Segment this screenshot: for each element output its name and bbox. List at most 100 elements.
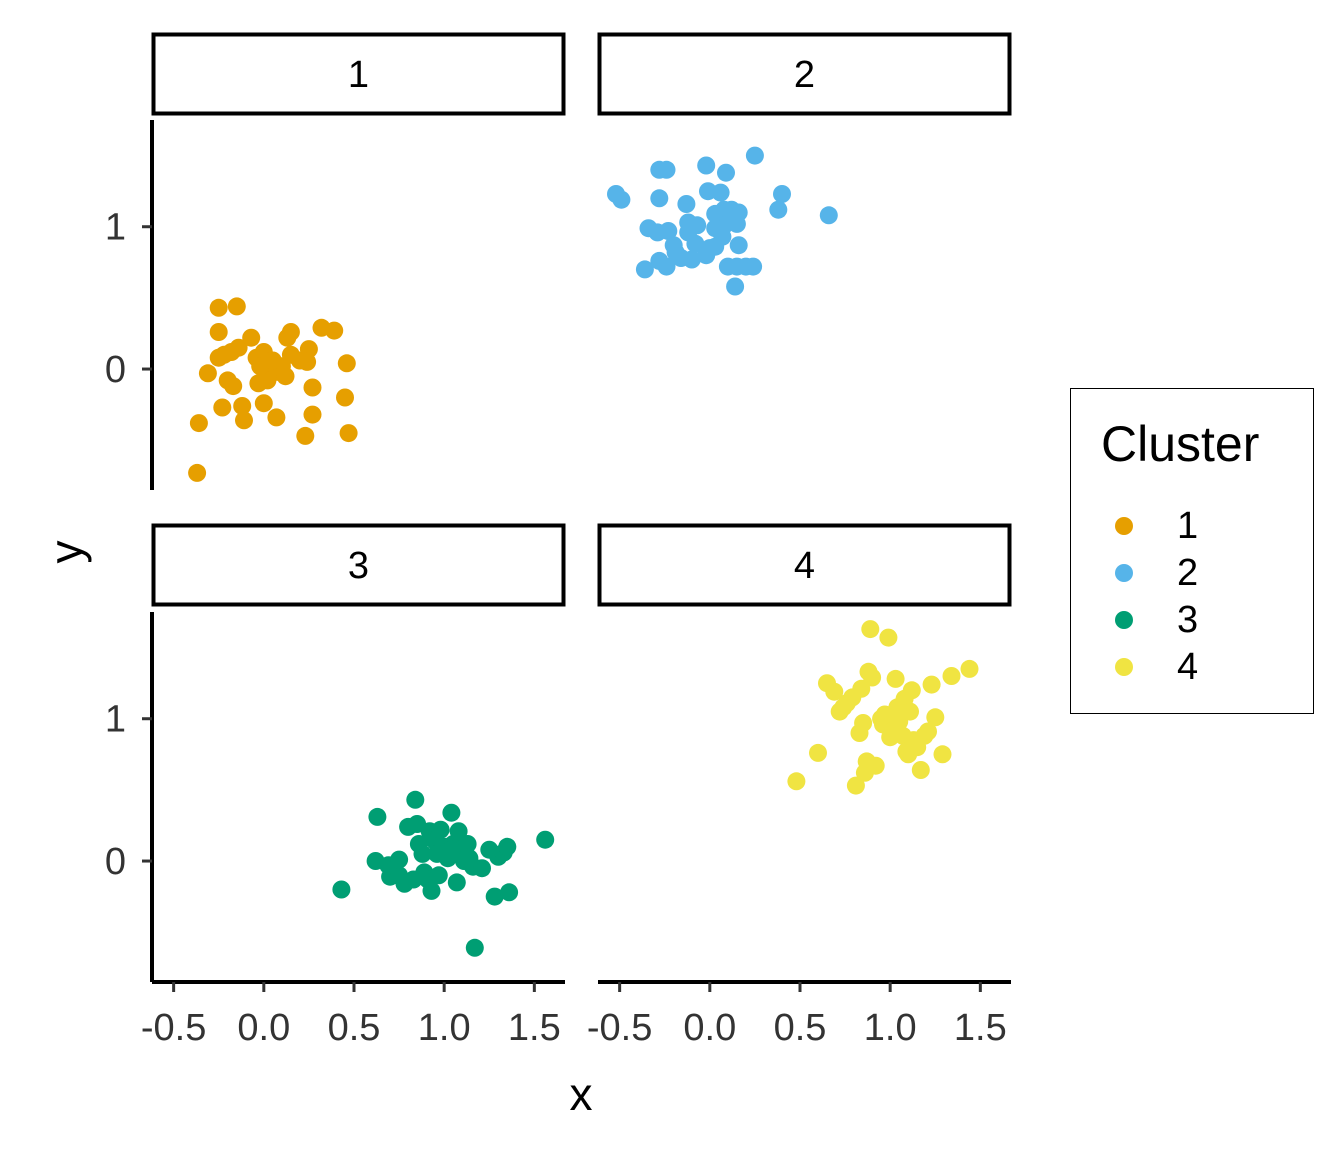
point-c3-17 bbox=[422, 881, 441, 900]
point-c4-32 bbox=[902, 681, 921, 700]
point-c1-37 bbox=[336, 388, 354, 407]
point-c4-16 bbox=[863, 668, 882, 687]
point-c4-21 bbox=[879, 628, 898, 647]
point-c1-2 bbox=[209, 323, 228, 341]
y-tick-label: 1 bbox=[105, 699, 126, 741]
x-tick-label: 0.5 bbox=[328, 1007, 381, 1049]
point-c1-15 bbox=[188, 463, 207, 482]
point-c4-39 bbox=[926, 708, 945, 727]
point-c1-6 bbox=[242, 328, 261, 347]
point-c4-37 bbox=[919, 722, 937, 741]
point-c2-39 bbox=[679, 213, 698, 232]
legend-label-2: 2 bbox=[1177, 552, 1199, 594]
point-c4-43 bbox=[901, 702, 919, 721]
point-c1-34 bbox=[337, 354, 356, 373]
legend-label-3: 3 bbox=[1177, 599, 1199, 641]
x-tick-label: -0.5 bbox=[141, 1007, 206, 1049]
point-c2-30 bbox=[635, 260, 654, 279]
point-c1-43 bbox=[263, 351, 282, 370]
point-c4-42 bbox=[960, 659, 979, 678]
point-c4-35 bbox=[911, 761, 930, 779]
point-c1-1 bbox=[227, 297, 246, 316]
point-c3-26 bbox=[447, 873, 466, 892]
facet-strip-label-2: 2 bbox=[794, 54, 815, 96]
point-c1-25 bbox=[276, 367, 295, 386]
point-c1-41 bbox=[254, 394, 273, 413]
legend-item-3: 3 bbox=[1071, 597, 1311, 643]
legend-swatch-3 bbox=[1115, 611, 1133, 629]
point-c3-41 bbox=[536, 830, 555, 849]
point-c4-17 bbox=[866, 756, 885, 775]
point-c2-13 bbox=[711, 183, 730, 202]
point-c3-36 bbox=[485, 887, 504, 906]
x-tick-label: 1.0 bbox=[418, 1007, 471, 1049]
y-axis-title: y bbox=[40, 541, 92, 564]
point-c3-42 bbox=[428, 844, 446, 863]
x-tick-label: -0.5 bbox=[587, 1007, 652, 1049]
x-tick-label: 0.0 bbox=[237, 1007, 290, 1049]
point-c2-43 bbox=[639, 219, 658, 238]
point-c2-6 bbox=[745, 146, 764, 165]
facet-panel-2: 2 bbox=[597, 32, 1012, 296]
point-c3-20 bbox=[431, 820, 450, 839]
facet-panel-4: 4 -0.5 0.0 0.5 1.0 1.5 bbox=[587, 523, 1012, 1049]
legend-item-2: 2 bbox=[1071, 550, 1311, 596]
point-c4-24 bbox=[886, 669, 905, 688]
point-c1-36 bbox=[303, 405, 322, 424]
point-c1-31 bbox=[298, 352, 317, 371]
point-c4-0 bbox=[787, 772, 806, 791]
point-c1-39 bbox=[296, 426, 315, 445]
point-c4-38 bbox=[922, 675, 941, 694]
point-c2-24 bbox=[706, 237, 725, 256]
facet-strip-3 bbox=[151, 523, 566, 607]
point-c2-3 bbox=[657, 160, 676, 179]
legend-label-1: 1 bbox=[1177, 505, 1199, 547]
point-c4-40 bbox=[933, 745, 952, 764]
point-c4-11 bbox=[854, 714, 873, 732]
point-c3-0 bbox=[332, 880, 351, 899]
point-c2-4 bbox=[697, 156, 716, 175]
point-c2-5 bbox=[717, 163, 735, 182]
point-c3-40 bbox=[500, 883, 519, 902]
point-c3-10 bbox=[406, 790, 425, 809]
point-c2-26 bbox=[726, 277, 745, 296]
point-c2-7 bbox=[773, 185, 791, 203]
point-c3-30 bbox=[458, 835, 477, 853]
point-c4-8 bbox=[846, 776, 865, 795]
point-c1-13 bbox=[235, 411, 253, 430]
point-c3-13 bbox=[413, 844, 432, 863]
point-c1-11 bbox=[233, 397, 252, 415]
point-c3-39 bbox=[498, 837, 517, 856]
legend: Cluster 1 2 3 4 bbox=[1070, 388, 1314, 714]
point-c2-40 bbox=[664, 236, 683, 255]
point-c1-14 bbox=[189, 414, 208, 433]
y-tick-label: 0 bbox=[105, 349, 126, 391]
point-c1-29 bbox=[281, 323, 300, 341]
point-c2-44 bbox=[706, 219, 725, 238]
facet-strip-4 bbox=[597, 523, 1012, 607]
point-c1-40 bbox=[267, 408, 286, 427]
point-c4-15 bbox=[861, 620, 880, 639]
point-c3-33 bbox=[465, 938, 484, 957]
x-tick-label: 1.0 bbox=[864, 1007, 917, 1049]
legend-swatch-2 bbox=[1115, 564, 1133, 582]
y-tick-label: 0 bbox=[105, 841, 126, 883]
legend-label-4: 4 bbox=[1177, 646, 1199, 688]
point-c2-8 bbox=[819, 206, 838, 225]
point-c4-41 bbox=[942, 667, 961, 685]
facet-strip-1 bbox=[151, 32, 566, 116]
legend-swatch-4 bbox=[1115, 658, 1133, 676]
facet-strip-label-4: 4 bbox=[794, 545, 815, 587]
facet-strip-2 bbox=[597, 32, 1012, 116]
point-c1-9 bbox=[198, 364, 217, 383]
x-tick-label: 0.0 bbox=[683, 1007, 736, 1049]
facet-panel-3: 3 0 1 -0.5 0.0 0.5 1.0 1.5 bbox=[105, 523, 566, 1049]
x-tick-label: 0.5 bbox=[774, 1007, 827, 1049]
facet-panel-1: 1 0 1 bbox=[105, 32, 566, 490]
point-c2-35 bbox=[682, 250, 701, 269]
point-c3-27 bbox=[449, 822, 468, 841]
point-c3-2 bbox=[368, 807, 387, 826]
point-c3-19 bbox=[429, 866, 448, 885]
facet-strip-label-1: 1 bbox=[348, 54, 369, 96]
